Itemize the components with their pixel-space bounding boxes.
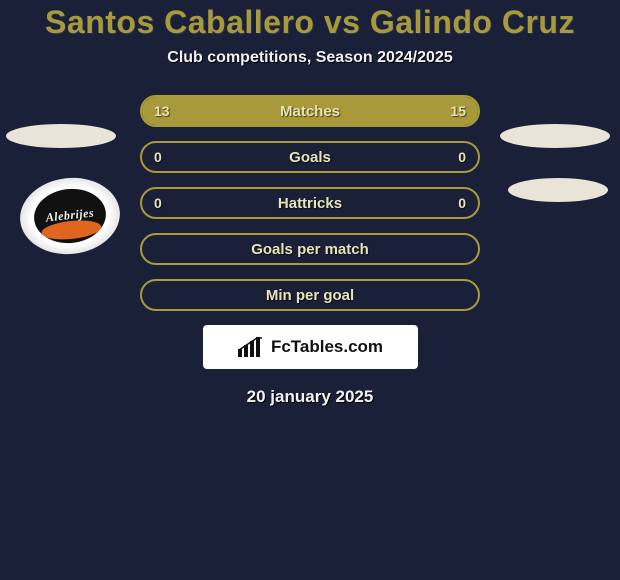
stat-label: Goals per match bbox=[142, 235, 478, 263]
stat-label: Hattricks bbox=[142, 189, 478, 217]
stat-bar-left bbox=[142, 97, 297, 125]
page-subtitle: Club competitions, Season 2024/2025 bbox=[0, 49, 620, 67]
stat-row: 0 0Hattricks bbox=[140, 187, 480, 219]
attribution-box[interactable]: FcTables.com bbox=[203, 325, 418, 369]
stat-value-left: 0 bbox=[154, 189, 162, 217]
stat-row: Goals per match bbox=[140, 233, 480, 265]
stat-label: Goals bbox=[142, 143, 478, 171]
comparison-infographic: Santos Caballero vs Galindo Cruz Club co… bbox=[0, 0, 620, 580]
stat-row: Min per goal bbox=[140, 279, 480, 311]
attribution-text: FcTables.com bbox=[271, 337, 383, 357]
stat-row: 0 0Goals bbox=[140, 141, 480, 173]
stat-value-left: 0 bbox=[154, 143, 162, 171]
page-title: Santos Caballero vs Galindo Cruz bbox=[0, 4, 620, 41]
stat-rows-container: 1315Matches00Goals00HattricksGoals per m… bbox=[0, 95, 620, 311]
stat-label: Min per goal bbox=[142, 281, 478, 309]
barchart-icon bbox=[237, 337, 265, 357]
stat-value-right: 0 bbox=[458, 143, 466, 171]
stat-value-right: 0 bbox=[458, 189, 466, 217]
date-text: 20 january 2025 bbox=[0, 387, 620, 407]
stat-bar-right bbox=[297, 97, 478, 125]
stat-row: 1315Matches bbox=[140, 95, 480, 127]
